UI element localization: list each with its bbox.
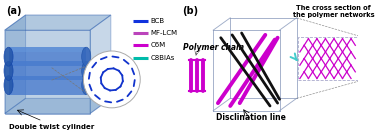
Ellipse shape	[82, 61, 91, 80]
Text: Disclination line: Disclination line	[216, 113, 286, 122]
Polygon shape	[5, 30, 90, 114]
Ellipse shape	[4, 61, 13, 80]
Ellipse shape	[82, 76, 91, 95]
Polygon shape	[5, 98, 111, 114]
Text: C8BIAs: C8BIAs	[151, 55, 175, 61]
Text: Polymer chain: Polymer chain	[183, 43, 244, 52]
Ellipse shape	[4, 76, 13, 95]
Polygon shape	[5, 15, 111, 30]
Polygon shape	[90, 15, 111, 114]
Ellipse shape	[82, 47, 91, 66]
Polygon shape	[9, 76, 86, 95]
Text: MF-LCM: MF-LCM	[151, 30, 178, 36]
Polygon shape	[9, 47, 86, 66]
Polygon shape	[9, 61, 86, 66]
Circle shape	[84, 51, 140, 108]
Polygon shape	[5, 15, 26, 114]
Text: C6M: C6M	[151, 42, 166, 48]
Text: (a): (a)	[6, 6, 21, 15]
Polygon shape	[9, 76, 86, 80]
Text: Double twist cylinder: Double twist cylinder	[9, 124, 95, 130]
Text: (b): (b)	[182, 6, 198, 15]
Text: The cross section of
the polymer networks: The cross section of the polymer network…	[293, 5, 374, 18]
Text: BCB: BCB	[151, 18, 165, 24]
Ellipse shape	[4, 47, 13, 66]
Polygon shape	[9, 61, 86, 80]
Polygon shape	[9, 47, 86, 52]
